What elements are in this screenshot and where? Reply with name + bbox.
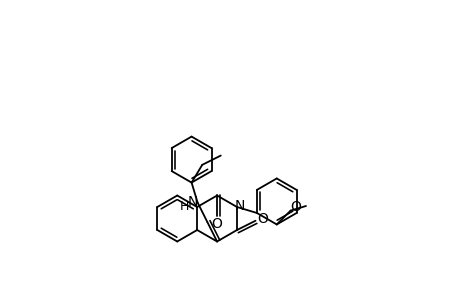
- Text: O: O: [257, 212, 268, 226]
- Text: O: O: [211, 217, 222, 231]
- Text: N: N: [234, 199, 245, 213]
- Text: H: H: [179, 200, 189, 213]
- Text: N: N: [187, 195, 197, 209]
- Text: O: O: [290, 200, 300, 214]
